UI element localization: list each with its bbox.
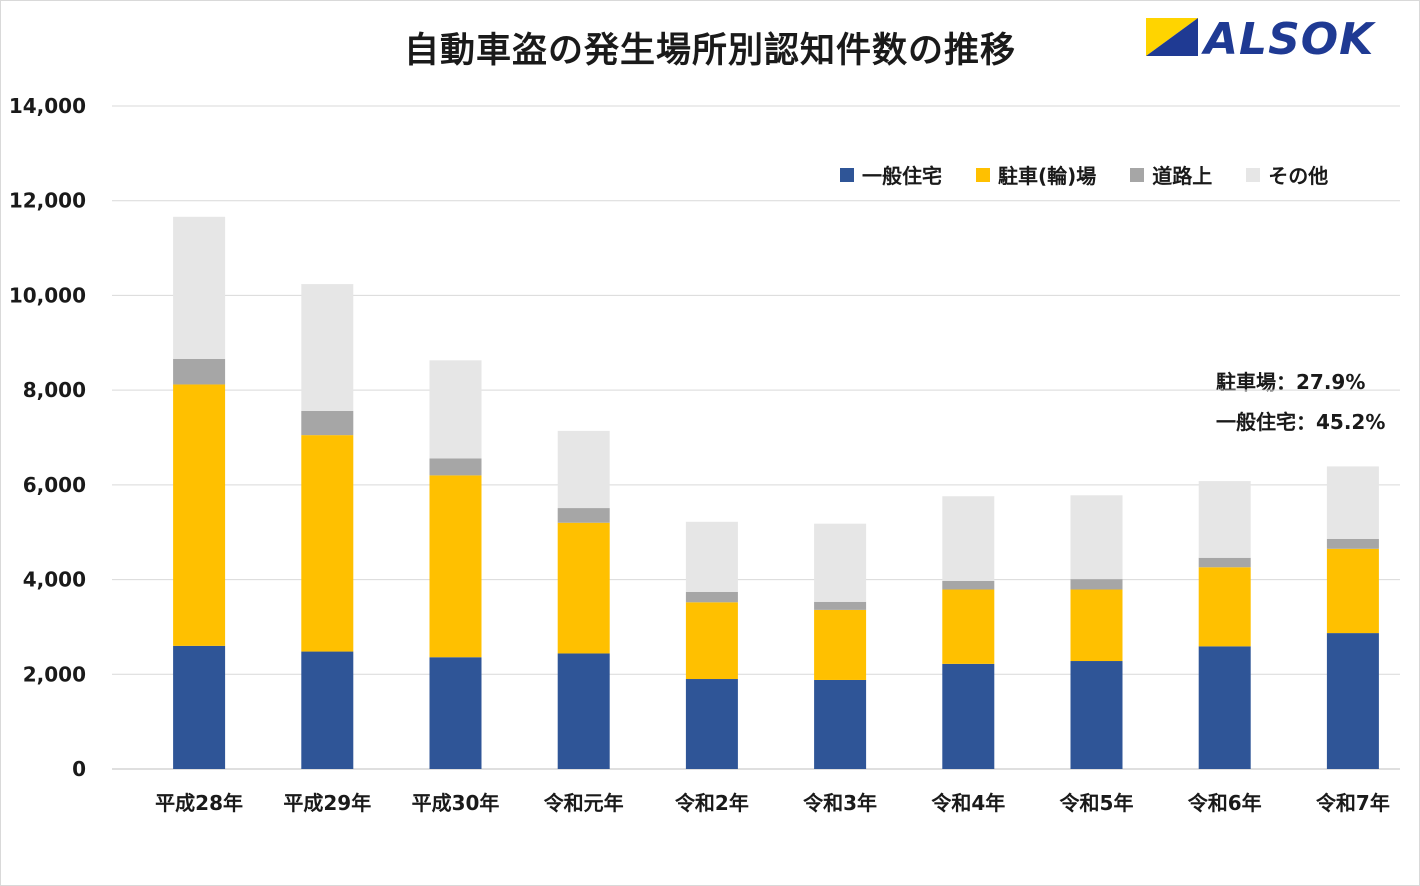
- x-tick-label: 平成28年: [155, 791, 243, 815]
- bar-segment-house: [1326, 633, 1379, 769]
- bar-segment-road: [301, 410, 354, 436]
- bar-segment-parking: [429, 475, 482, 658]
- bar-segment-road: [557, 508, 610, 523]
- y-tick-label: 0: [72, 757, 86, 781]
- x-tick-label: 平成30年: [412, 791, 500, 815]
- alsok-logo: ALSOK: [1146, 14, 1376, 60]
- bar-segment-road: [429, 458, 482, 476]
- legend-item-road: 道路上: [1130, 160, 1212, 189]
- x-tick-label: 令和元年: [544, 791, 624, 815]
- legend-swatch-parking: [976, 167, 990, 182]
- x-tick-label: 令和2年: [675, 791, 749, 815]
- x-tick-label: 令和4年: [931, 791, 1005, 815]
- bar-segment-house: [814, 679, 867, 769]
- bar-segment-parking: [1326, 548, 1379, 634]
- x-tick-label: 令和7年: [1316, 791, 1390, 815]
- bar-segment-house: [1198, 646, 1251, 769]
- bar-segment-parking: [814, 609, 867, 680]
- bar-segment-house: [173, 645, 226, 769]
- bar-segment-house: [1070, 661, 1123, 769]
- y-tick-label: 2,000: [23, 662, 86, 686]
- bar-segment-other: [942, 496, 995, 581]
- legend-label-other: その他: [1268, 164, 1329, 188]
- bar-segment-house: [429, 657, 482, 769]
- legend-item-other: その他: [1246, 160, 1328, 189]
- bar-segment-other: [1070, 495, 1123, 580]
- bar-segment-road: [1198, 557, 1251, 568]
- bar-segment-road: [173, 358, 226, 385]
- legend-swatch-other: [1246, 167, 1261, 182]
- chart-title: 自動車盗の発生場所別認知件数の推移: [403, 31, 1016, 71]
- logo-text: ALSOK: [1201, 14, 1376, 60]
- legend-item-parking: 駐車(輪)場: [976, 160, 1096, 189]
- bar-segment-road: [1070, 579, 1123, 590]
- legend-label-house: 一般住宅: [862, 164, 942, 188]
- bar-segment-other: [429, 360, 482, 459]
- legend-label-parking: 駐車(輪)場: [998, 164, 1097, 188]
- legend-label-road: 道路上: [1152, 164, 1213, 188]
- legend-item-house: 一般住宅: [840, 160, 942, 189]
- bar-segment-house: [557, 653, 610, 769]
- bar-segment-parking: [1198, 567, 1251, 647]
- legend-swatch-road: [1130, 167, 1145, 182]
- x-tick-label: 令和6年: [1188, 791, 1262, 815]
- legend-swatch-house: [840, 167, 854, 182]
- bar-segment-house: [685, 679, 738, 769]
- legend: 一般住宅 駐車(輪)場 道路上 その他: [840, 160, 1328, 189]
- bar-segment-house: [301, 651, 354, 769]
- y-tick-label: 12,000: [9, 189, 86, 213]
- bar-segment-parking: [685, 602, 738, 680]
- bar-segment-road: [942, 580, 995, 590]
- bar-segment-parking: [942, 589, 995, 664]
- bar-segment-road: [814, 601, 867, 610]
- bar-segment-parking: [1070, 589, 1123, 662]
- y-tick-label: 14,000: [9, 94, 86, 118]
- y-tick-label: 4,000: [23, 568, 86, 592]
- annotation-house-share: 一般住宅：45.2%: [1216, 410, 1386, 434]
- bar-segment-road: [1326, 538, 1379, 549]
- bar-segment-parking: [301, 435, 354, 652]
- bar-segment-parking: [557, 522, 610, 654]
- bar-segment-other: [1326, 466, 1379, 539]
- y-tick-label: 10,000: [9, 283, 86, 307]
- bar-segment-parking: [173, 384, 226, 646]
- x-tick-label: 令和3年: [803, 791, 877, 815]
- bar-segment-other: [173, 216, 226, 359]
- bar-segment-house: [942, 663, 995, 769]
- bar-segment-other: [1198, 481, 1251, 558]
- y-tick-label: 8,000: [23, 378, 86, 402]
- bar-segment-road: [685, 591, 738, 603]
- bar-segment-other: [557, 430, 610, 509]
- bar-segment-other: [685, 521, 738, 592]
- x-tick-label: 令和5年: [1060, 791, 1134, 815]
- y-tick-label: 6,000: [23, 473, 86, 497]
- bar-segment-other: [301, 284, 354, 411]
- x-tick-label: 平成29年: [283, 791, 371, 815]
- bar-segment-other: [814, 523, 867, 602]
